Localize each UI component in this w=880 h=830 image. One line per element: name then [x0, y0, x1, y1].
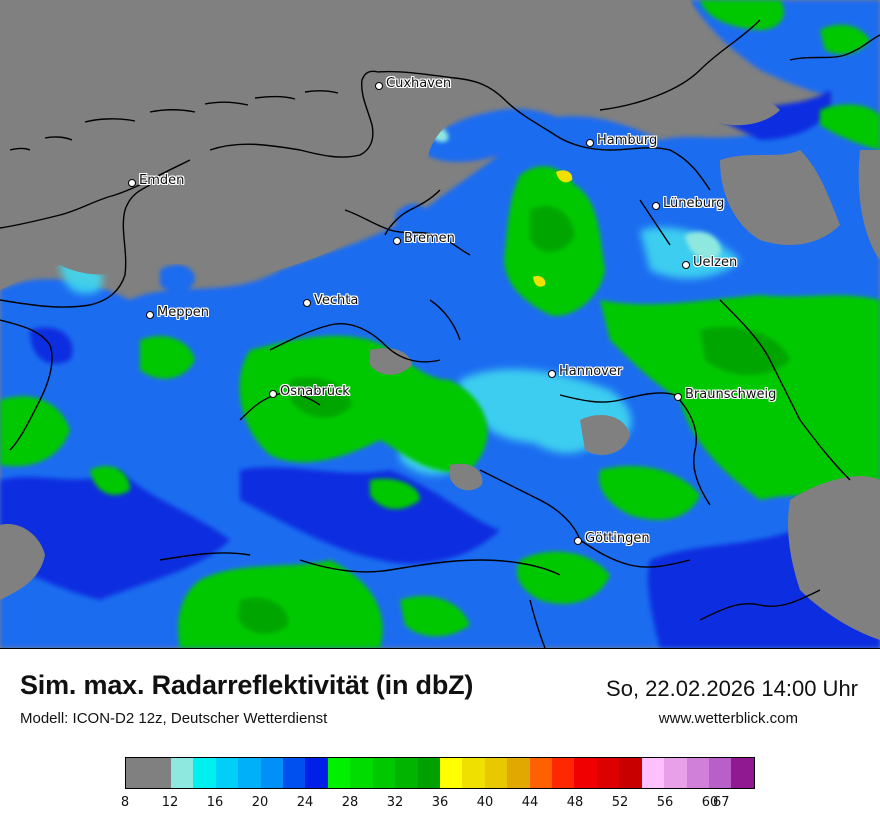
legend-tick: 40	[476, 795, 494, 810]
legend-tick: 48	[566, 795, 584, 810]
city-name: Emden	[139, 173, 185, 188]
city-name: Göttingen	[585, 531, 650, 546]
city-name: Meppen	[157, 305, 209, 320]
legend-tick: 52	[611, 795, 629, 810]
model-source: Modell: ICON-D2 12z, Deutscher Wetterdie…	[20, 710, 328, 727]
city-name: Hamburg	[597, 133, 658, 148]
legend-tick: 12	[161, 795, 179, 810]
legend-tick: 60	[701, 795, 719, 810]
legend-swatch	[260, 758, 283, 788]
city-name: Lüneburg	[663, 196, 725, 211]
legend-swatch	[462, 758, 485, 788]
legend-swatch	[619, 758, 642, 788]
city-name: Uelzen	[693, 255, 738, 270]
precip-darkgreen-layer	[238, 206, 790, 634]
map-boundaries	[0, 19, 880, 648]
legend-tick: 24	[296, 795, 314, 810]
island-outlines	[9, 90, 339, 151]
city-dot-icon	[547, 369, 556, 378]
legend-swatch	[126, 758, 171, 788]
legend-swatch	[238, 758, 261, 788]
city-dot-icon	[673, 392, 682, 401]
city-dot-icon	[145, 310, 154, 319]
city-name: Braunschweig	[685, 387, 777, 402]
legend-tick: 67	[712, 795, 730, 810]
city-dot-icon	[392, 236, 401, 245]
legend-swatch	[484, 758, 508, 788]
city-dot-icon	[651, 201, 660, 210]
legend-swatch	[529, 758, 553, 788]
website-link[interactable]: www.wetterblick.com	[658, 710, 798, 727]
city-name: Cuxhaven	[386, 76, 452, 91]
legend-swatch	[395, 758, 418, 788]
legend-tick: 16	[206, 795, 224, 810]
legend-swatch	[350, 758, 373, 788]
legend-swatch	[327, 758, 351, 788]
legend-tick: 8	[120, 795, 130, 810]
legend-swatch	[507, 758, 530, 788]
legend-swatch	[686, 758, 709, 788]
color-legend	[125, 757, 755, 789]
city-dot-icon	[374, 81, 383, 90]
legend-swatch	[372, 758, 396, 788]
city-dot-icon	[585, 138, 594, 147]
map-title: Sim. max. Radarreflektivität (in dbZ)	[20, 670, 474, 700]
legend-swatch	[596, 758, 620, 788]
precip-darkblue-layer	[0, 90, 880, 648]
city-name: Hannover	[559, 364, 623, 379]
legend-swatch	[552, 758, 575, 788]
city-dot-icon	[302, 298, 311, 307]
legend-swatch	[282, 758, 306, 788]
legend-swatch	[439, 758, 463, 788]
legend-swatch	[641, 758, 665, 788]
legend-tick: 28	[341, 795, 359, 810]
legend-swatch	[708, 758, 732, 788]
legend-tick: 36	[431, 795, 449, 810]
city-name: Osnabrück	[280, 384, 350, 399]
legend-swatch	[664, 758, 687, 788]
legend-swatch	[731, 758, 754, 788]
forecast-datetime: So, 22.02.2026 14:00 Uhr	[606, 676, 858, 701]
legend-swatch	[417, 758, 440, 788]
city-dot-icon	[573, 536, 582, 545]
legend-swatch	[215, 758, 239, 788]
legend-tick: 56	[656, 795, 674, 810]
legend-tick-labels: 8 12 16 20 24 28 32 36 40 44 48 52 56 60 67	[0, 795, 880, 815]
city-name: Bremen	[404, 231, 455, 246]
legend-tick: 44	[521, 795, 539, 810]
legend-swatch	[170, 758, 194, 788]
precip-yellow-layer	[533, 170, 573, 287]
city-dot-icon	[127, 178, 136, 187]
city-dot-icon	[268, 389, 277, 398]
legend-swatch	[193, 758, 216, 788]
legend-tick: 20	[251, 795, 269, 810]
radar-map: Cuxhaven Hamburg Emden Lüneburg Bremen Uelzen…	[0, 0, 880, 649]
dry-area-layer	[0, 0, 880, 640]
legend-swatch	[305, 758, 328, 788]
city-name: Vechta	[314, 293, 359, 308]
radar-map-canvas	[0, 0, 880, 648]
city-dot-icon	[681, 260, 690, 269]
legend-swatch	[574, 758, 597, 788]
legend-tick: 32	[386, 795, 404, 810]
